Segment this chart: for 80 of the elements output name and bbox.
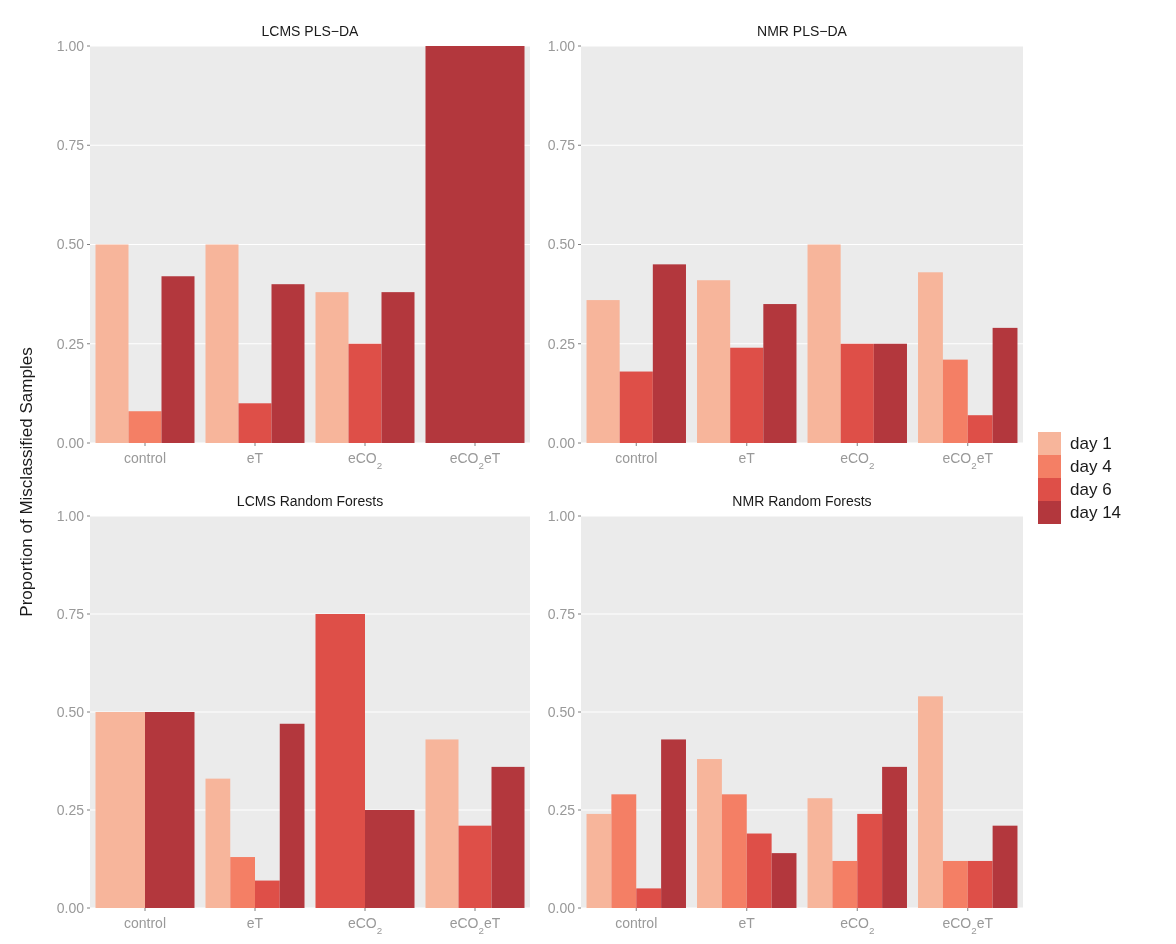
bar: [697, 759, 722, 908]
x-tick-label: eT: [738, 915, 756, 931]
bar: [128, 411, 162, 443]
y-tick-label: 0.75: [547, 605, 576, 622]
bar: [832, 860, 858, 908]
bar: [942, 359, 968, 443]
x-tick-label: eCO$_{2}$: [840, 450, 875, 471]
bar: [746, 833, 772, 908]
bar: [611, 794, 637, 908]
bar: [95, 244, 129, 443]
bar: [271, 284, 305, 443]
bar: [721, 794, 747, 908]
chart-title: NMR Random Forests: [732, 493, 872, 509]
x-tick-label: control: [123, 915, 167, 931]
bar: [857, 813, 883, 908]
bar: [381, 292, 415, 443]
bar: [942, 860, 968, 908]
legend-label: day 4: [1070, 457, 1112, 477]
bar: [992, 825, 1018, 908]
y-tick-label: 1.00: [56, 507, 85, 524]
bar: [315, 292, 349, 443]
y-tick-label: 0.50: [547, 703, 576, 720]
bar: [636, 888, 662, 908]
x-tick-label: eT: [246, 915, 264, 931]
bar: [652, 264, 686, 443]
y-tick-label: 0.00: [56, 434, 85, 451]
x-tick-label: control: [615, 915, 658, 931]
y-tick-label: 0.00: [56, 899, 85, 916]
y-tick-label: 1.00: [547, 37, 576, 54]
legend-label: day 6: [1070, 480, 1112, 500]
y-tick-label: 0.00: [547, 899, 576, 916]
chart-title: NMR PLS−DA: [757, 23, 848, 39]
bar: [771, 853, 797, 908]
bar: [763, 304, 797, 443]
x-tick-label: eCO$_{2}$: [347, 450, 383, 471]
y-tick-label: 0.75: [56, 605, 85, 622]
x-tick-label: control: [615, 450, 658, 466]
bar: [873, 343, 907, 443]
y-tick-label: 0.25: [56, 335, 85, 352]
y-tick-label: 0.50: [56, 236, 85, 253]
bar: [661, 739, 686, 908]
bar: [586, 813, 612, 908]
bar: [205, 244, 239, 443]
bar: [619, 371, 653, 443]
bar: [161, 276, 195, 443]
y-tick-label: 0.25: [56, 801, 85, 818]
legend-label: day 14: [1070, 503, 1122, 523]
bar: [586, 300, 620, 443]
bar: [730, 347, 764, 443]
x-tick-label: eCO$_{2}$: [840, 915, 875, 936]
bar: [807, 244, 841, 443]
x-tick-label: eT: [738, 450, 756, 466]
y-tick-label: 0.25: [547, 335, 576, 352]
bar: [918, 696, 943, 908]
bar: [807, 798, 833, 908]
bar: [697, 280, 731, 443]
bar: [882, 766, 907, 908]
y-tick-label: 0.75: [547, 137, 576, 154]
y-tick-label: 1.00: [547, 507, 576, 524]
y-tick-label: 1.00: [56, 37, 85, 54]
y-tick-label: 0.25: [547, 801, 576, 818]
x-tick-label: eCO$_{2}$eT: [449, 915, 501, 936]
bar: [348, 343, 382, 443]
y-tick-label: 0.50: [547, 236, 576, 253]
y-axis-title: Proportion of Misclassified Samples: [17, 347, 36, 617]
x-tick-label: control: [123, 450, 167, 466]
x-tick-label: eCO$_{2}$eT: [942, 915, 994, 936]
chart-title: LCMS PLS−DA: [261, 23, 360, 39]
y-tick-label: 0.75: [56, 137, 85, 154]
chart-title: LCMS Random Forests: [236, 493, 384, 509]
bar: [967, 860, 993, 908]
x-tick-label: eCO$_{2}$: [347, 915, 383, 936]
x-tick-label: eCO$_{2}$eT: [449, 450, 501, 471]
x-tick-label: eCO$_{2}$eT: [942, 450, 994, 471]
legend-label: day 1: [1070, 434, 1112, 454]
bar: [840, 343, 874, 443]
x-tick-label: eT: [246, 450, 264, 466]
bar: [238, 403, 272, 443]
y-tick-label: 0.50: [56, 703, 85, 720]
y-tick-label: 0.00: [547, 434, 576, 451]
